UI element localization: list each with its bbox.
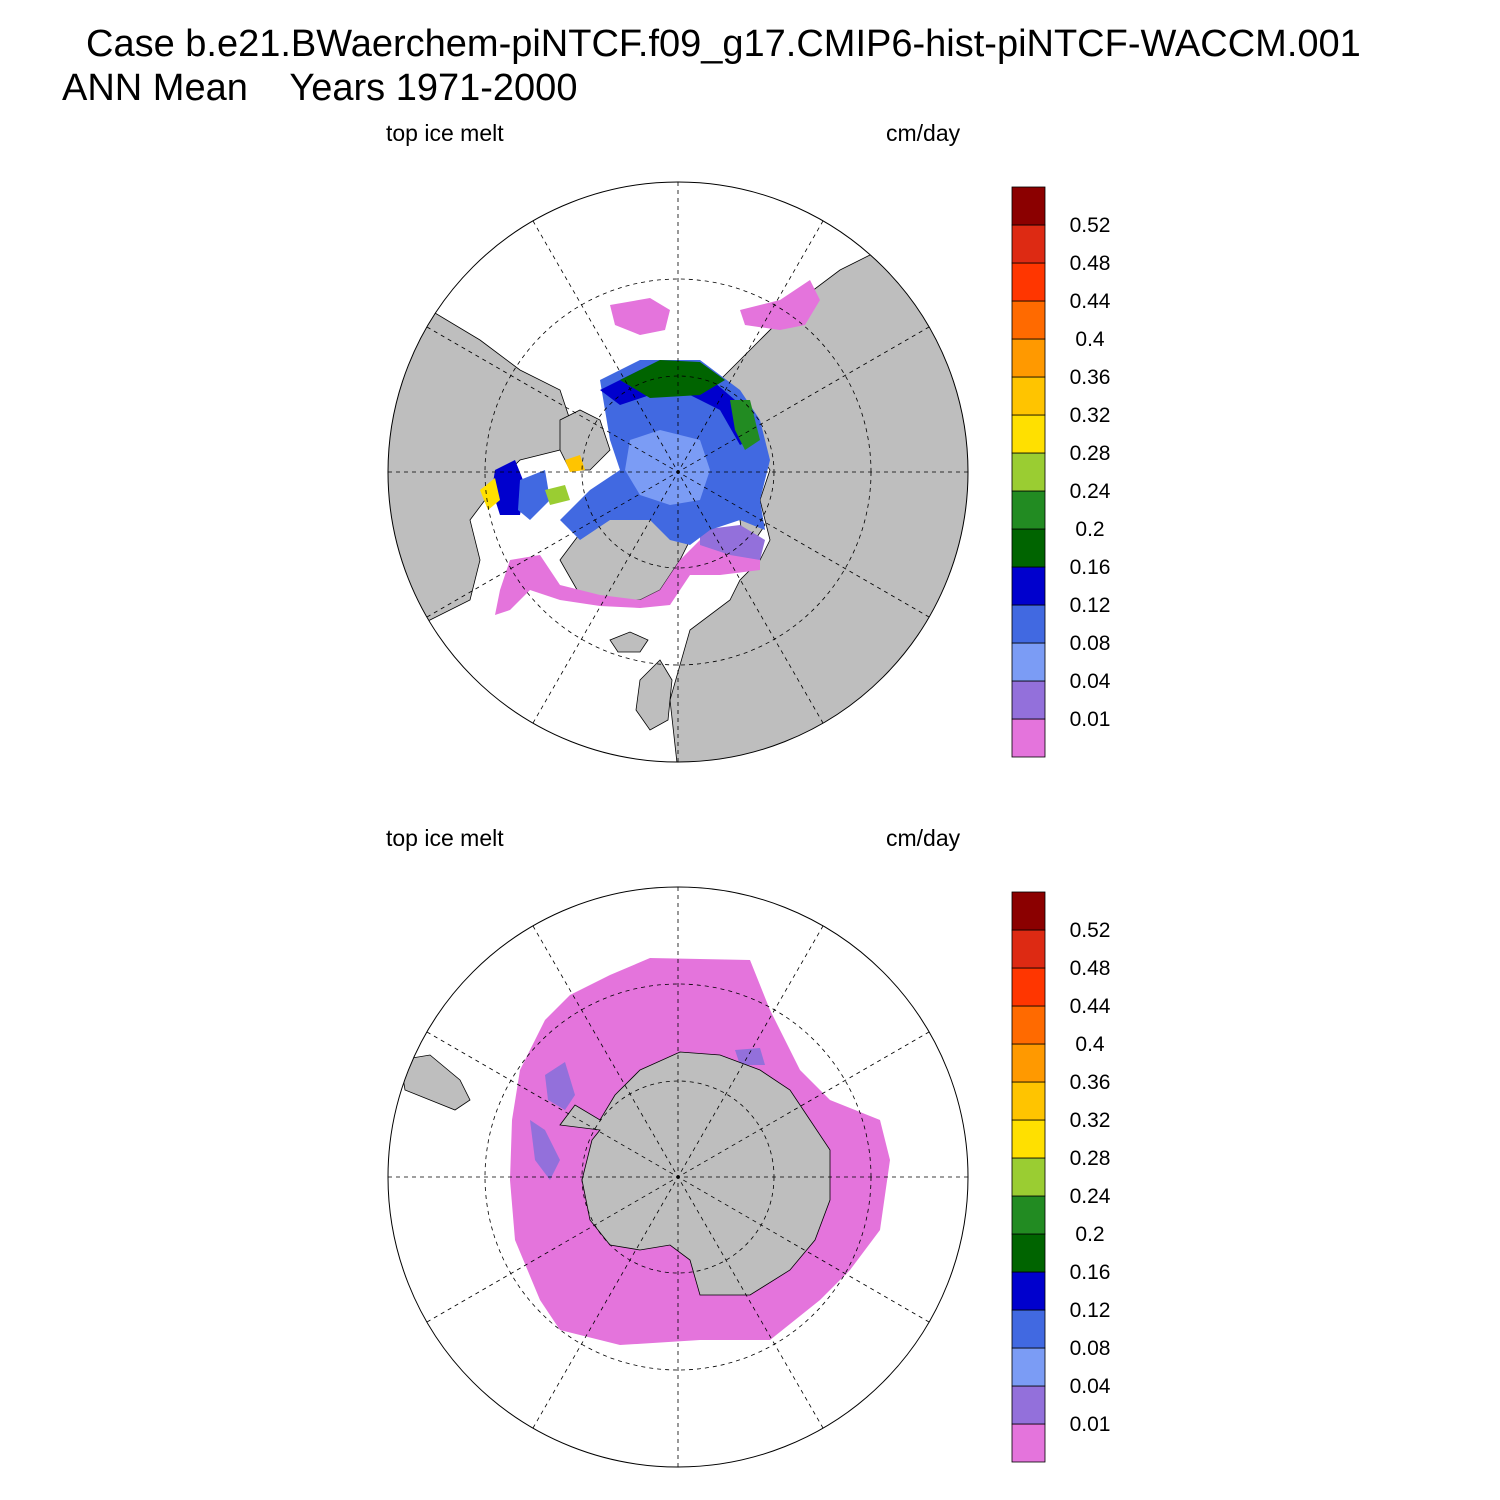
- north-map-boundary: [387, 181, 969, 763]
- laptev-sea-0.2: [730, 400, 760, 450]
- south-colorbar-swatch-9: [1011, 1081, 1046, 1121]
- north-colorbar-label-4: 0.16: [1070, 556, 1111, 579]
- bellingshausen-0.04: [530, 1120, 560, 1180]
- ross-sea-0.04: [735, 1048, 765, 1065]
- south-variable-label: top ice melt: [386, 825, 504, 851]
- south-colorbar-label-1: 0.04: [1070, 1375, 1111, 1398]
- north-colorbar-swatch-4: [1011, 566, 1046, 606]
- south-colorbar-swatch-11: [1011, 1005, 1046, 1045]
- iceland-land: [609, 631, 649, 653]
- south-colorbar-label-2: 0.08: [1070, 1337, 1111, 1360]
- south-map-gridlines: [388, 887, 968, 1467]
- arctic-basin-0.04: [700, 525, 765, 560]
- north-colorbar-swatch-1: [1011, 680, 1046, 720]
- okhotsk-sea-melt: [740, 280, 820, 330]
- north-map-gridlines: [388, 182, 968, 762]
- south-units-label: cm/day: [886, 825, 961, 851]
- british-isles-land: [635, 659, 673, 731]
- north-colorbar-swatch-2: [1011, 642, 1046, 682]
- south-map-boundary: [387, 886, 969, 1468]
- south-colorbar-label-8: 0.32: [1070, 1109, 1111, 1132]
- north-colorbar-label-9: 0.36: [1070, 366, 1111, 389]
- south-colorbar-swatch-5: [1011, 1233, 1046, 1273]
- south-colorbar-swatch-7: [1011, 1157, 1046, 1197]
- south-colorbar-swatch-14: [1011, 891, 1046, 931]
- north-colorbar-swatch-7: [1011, 452, 1046, 492]
- hudson-bay-0.08: [518, 470, 550, 520]
- south-colorbar-label-13: 0.52: [1070, 919, 1111, 942]
- north-colorbar-swatch-5: [1011, 528, 1046, 568]
- north-colorbar-label-10: 0.4: [1075, 328, 1105, 351]
- north-colorbar-swatch-0: [1011, 718, 1046, 758]
- canadian-archipelago-land: [559, 409, 611, 471]
- south-colorbar-swatch-0: [1011, 1423, 1046, 1463]
- north-colorbar-label-12: 0.48: [1070, 252, 1111, 275]
- north-colorbar-swatch-11: [1011, 300, 1046, 340]
- north-sea-ice-fields: [480, 280, 820, 615]
- north-colorbar-label-3: 0.12: [1070, 594, 1111, 617]
- south-colorbar-label-12: 0.48: [1070, 957, 1111, 980]
- hudson-bay-0.12: [492, 460, 525, 515]
- east-siberian-0.16: [620, 360, 725, 398]
- central-arctic-0.04: [625, 430, 710, 505]
- south-colorbar-swatch-2: [1011, 1347, 1046, 1387]
- north-colorbar-swatch-8: [1011, 414, 1046, 454]
- north-colorbar-label-7: 0.28: [1070, 442, 1111, 465]
- canadian-straits-0.24: [545, 485, 570, 505]
- north-colorbar-swatch-13: [1011, 224, 1046, 264]
- north-colorbar-label-0: 0.01: [1070, 708, 1111, 731]
- north-polar-map: 0.01 0.04 0.08 0.12 0.16 0.2 0.24 0.28 0.32 0.36 0…: [387, 181, 1111, 763]
- north-colorbar: 0.01 0.04 0.08 0.12 0.16 0.2 0.24 0.28 0.32 0.36 0…: [1011, 186, 1111, 758]
- north-colorbar-label-13: 0.52: [1070, 214, 1111, 237]
- north-colorbar-label-6: 0.24: [1070, 480, 1111, 503]
- north-colorbar-swatch-14: [1011, 186, 1046, 226]
- north-colorbar-label-1: 0.04: [1070, 670, 1111, 693]
- south-colorbar-label-7: 0.28: [1070, 1147, 1111, 1170]
- bering-sea-melt: [610, 298, 670, 335]
- south-colorbar-label-10: 0.4: [1075, 1033, 1105, 1056]
- south-colorbar-swatch-12: [1011, 967, 1046, 1007]
- canadian-straits-0.36: [565, 455, 585, 472]
- north-colorbar-swatch-12: [1011, 262, 1046, 302]
- arctic-low-melt-fringe: [495, 540, 760, 615]
- antarctica-land: [559, 1051, 831, 1296]
- south-colorbar-label-3: 0.12: [1070, 1299, 1111, 1322]
- north-colorbar-label-11: 0.44: [1070, 290, 1111, 313]
- south-colorbar-swatch-10: [1011, 1043, 1046, 1083]
- south-colorbar-label-0: 0.01: [1070, 1413, 1111, 1436]
- south-colorbar-swatch-8: [1011, 1119, 1046, 1159]
- south-colorbar-swatch-6: [1011, 1195, 1046, 1235]
- south-map-content: [399, 958, 890, 1345]
- south-colorbar-swatch-1: [1011, 1385, 1046, 1425]
- south-colorbar-swatch-4: [1011, 1271, 1046, 1311]
- north-colorbar-swatch-3: [1011, 604, 1046, 644]
- south-colorbar-label-6: 0.24: [1070, 1185, 1111, 1208]
- south-colorbar-swatch-3: [1011, 1309, 1046, 1349]
- north-variable-label: top ice melt: [386, 120, 504, 146]
- south-polar-map: 0.01 0.04 0.08 0.12 0.16 0.2 0.24 0.28 0.32 0.36 0…: [387, 886, 1111, 1468]
- south-america-tip-land: [399, 1054, 471, 1111]
- south-colorbar: 0.01 0.04 0.08 0.12 0.16 0.2 0.24 0.28 0.32 0.36 0…: [1011, 891, 1111, 1463]
- hudson-bay-0.28: [480, 478, 500, 510]
- south-colorbar-swatch-13: [1011, 929, 1046, 969]
- south-colorbar-label-5: 0.2: [1075, 1223, 1104, 1246]
- plot-title-case: Case b.e21.BWaerchem-piNTCF.f09_g17.CMIP…: [86, 23, 1361, 65]
- north-colorbar-swatch-10: [1011, 338, 1046, 378]
- north-colorbar-swatch-6: [1011, 490, 1046, 530]
- south-colorbar-label-9: 0.36: [1070, 1071, 1111, 1094]
- north-colorbar-label-5: 0.2: [1075, 518, 1104, 541]
- south-colorbar-label-4: 0.16: [1070, 1261, 1111, 1284]
- north-colorbar-swatch-9: [1011, 376, 1046, 416]
- weddell-sea-0.04: [545, 1062, 575, 1110]
- plot-title-period: ANN Mean Years 1971-2000: [62, 67, 578, 109]
- north-units-label: cm/day: [886, 120, 961, 146]
- north-colorbar-label-8: 0.32: [1070, 404, 1111, 427]
- north-colorbar-label-2: 0.08: [1070, 632, 1111, 655]
- south-colorbar-label-11: 0.44: [1070, 995, 1111, 1018]
